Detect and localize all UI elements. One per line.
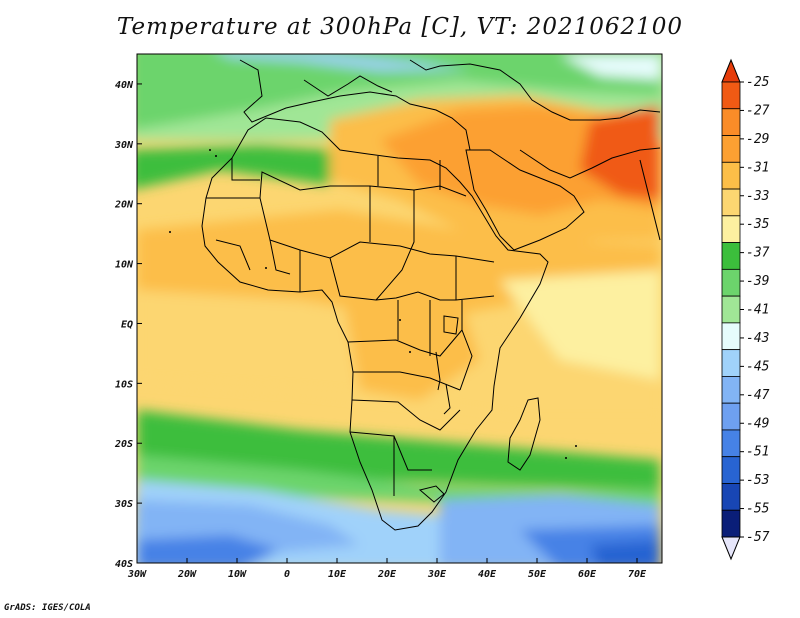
y-tick-label: 20S (114, 439, 133, 450)
colorbar-label: -37 (746, 246, 770, 261)
x-tick-label: 70E (628, 569, 647, 580)
colorbar-label: -33 (746, 189, 769, 204)
x-tick-label: 30E (427, 569, 447, 580)
colorbar: -25 -27 -29 -31 -33 -35 -37 -39 -41 -43 -45 -47 -49 -… (721, 58, 770, 561)
island-marks (169, 149, 577, 459)
colorbar-bottom-arrow (721, 536, 741, 561)
colorbar-label: -41 (746, 303, 769, 318)
grads-credit: GrADS: IGES/COLA (4, 603, 91, 613)
y-tick-label: 30N (114, 140, 134, 151)
colorbar-label: -43 (746, 331, 769, 346)
plot-frame (136, 53, 663, 564)
colorbar-label: -49 (746, 416, 769, 431)
colorbar-label: -27 (746, 103, 770, 118)
colorbar-swatch (721, 509, 741, 538)
x-tick-label: 10E (328, 569, 347, 580)
x-tick-label: 20W (177, 569, 197, 580)
colorbar-label: -45 (746, 359, 770, 374)
y-tick-label: 40N (115, 80, 134, 91)
colorbar-label: -29 (746, 132, 769, 147)
y-tick-label: 20N (114, 200, 134, 211)
colorbar-label: -25 (746, 75, 770, 90)
y-tick-label: 10S (115, 379, 133, 390)
colorbar-swatch (721, 215, 741, 243)
y-tick-label: 10N (115, 260, 134, 271)
y-tick-label: 30S (114, 499, 133, 510)
y-axis: 40N 30N 20N 10N EQ 10S 20S 30S 40S (114, 80, 142, 570)
x-tick-label: 40E (478, 569, 497, 580)
temperature-field (137, 54, 662, 563)
colorbar-swatch (721, 242, 741, 270)
colorbar-swatch (721, 483, 741, 511)
colorbar-swatch (721, 402, 741, 431)
colorbar-label: -31 (746, 160, 769, 175)
colorbar-swatch (721, 135, 741, 163)
x-tick-label: 30W (127, 569, 147, 580)
colorbar-swatch (721, 456, 741, 484)
x-tick-label: 60E (578, 569, 597, 580)
colorbar-swatch (721, 108, 741, 136)
map-title: Temperature at 300hPa [C], VT: 202106210… (116, 14, 684, 40)
colorbar-swatch (721, 161, 741, 190)
x-tick-label: 20E (377, 569, 397, 580)
y-tick-label: EQ (121, 319, 133, 330)
colorbar-label: -55 (746, 502, 770, 517)
colorbar-label: -53 (746, 473, 769, 488)
colorbar-swatch (721, 376, 741, 404)
x-tick-label: 50E (528, 569, 547, 580)
colorbar-label: -47 (746, 388, 770, 403)
colorbar-label: -39 (746, 274, 769, 289)
colorbar-swatch (721, 295, 741, 324)
colorbar-swatch (721, 429, 741, 458)
x-axis: 30W 20W 10W 0 10E 20E 30E 40E 50E 60E 70E (127, 558, 647, 580)
x-tick-label: 10W (228, 569, 247, 580)
colorbar-top-arrow (721, 58, 741, 83)
colorbar-swatch (721, 349, 741, 377)
colorbar-label: -57 (746, 530, 770, 545)
colorbar-label: -51 (746, 445, 769, 460)
colorbar-swatch (721, 268, 741, 297)
y-tick-label: 40S (115, 559, 133, 570)
coastlines (201, 59, 661, 531)
x-tick-label: 0 (284, 569, 290, 580)
colorbar-label: -35 (746, 217, 770, 232)
colorbar-swatch (721, 188, 741, 217)
colorbar-swatch (721, 81, 741, 110)
colorbar-swatch (721, 322, 741, 351)
